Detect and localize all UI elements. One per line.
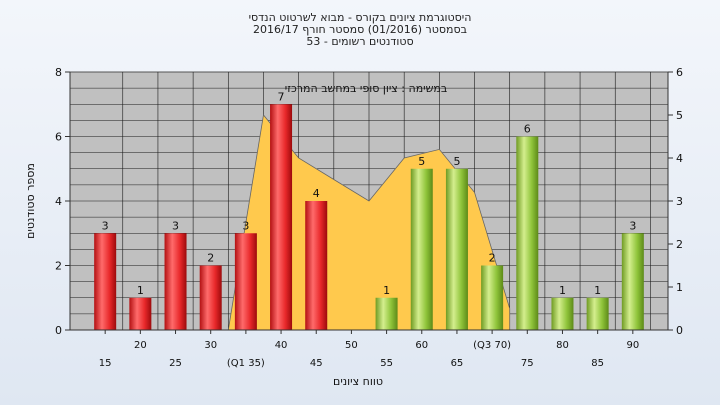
right-tick-label: 1 <box>676 281 683 294</box>
right-tick-label: 6 <box>676 66 683 79</box>
y-axis-label: מספר סטודנטים <box>24 163 37 239</box>
bars: 3 1 3 2 3 7 4 1 5 5 2 6 1 1 3 <box>94 90 644 330</box>
bar <box>551 297 574 330</box>
bar-value-label: 6 <box>524 123 531 136</box>
bar <box>270 104 293 330</box>
left-tick-label: 2 <box>55 260 62 273</box>
x-tick-label: 20 <box>134 340 147 351</box>
bar-value-label: 2 <box>207 252 214 265</box>
x-tick-label: 40 <box>275 340 288 351</box>
bar-value-label: 3 <box>629 219 636 232</box>
x-tick-label: (Q1 35) <box>227 358 265 369</box>
bar-value-label: 2 <box>489 252 496 265</box>
x-tick-label: 30 <box>204 340 217 351</box>
bar-value-label: 5 <box>418 155 425 168</box>
bar-value-label: 1 <box>559 284 566 297</box>
x-tick-label: 60 <box>415 340 428 351</box>
x-tick-label: 15 <box>99 358 112 369</box>
x-tick-label: 55 <box>380 358 393 369</box>
chart-title-line1: היסטוגרמת ציונים בקורס - מבוא לשרטוט הנד… <box>248 11 472 24</box>
bar <box>586 297 609 330</box>
bar-value-label: 3 <box>102 219 109 232</box>
bar-value-label: 1 <box>137 284 144 297</box>
bar-value-label: 3 <box>242 219 249 232</box>
x-tick-label: 65 <box>451 358 464 369</box>
x-tick-label: (Q3 70) <box>473 340 511 351</box>
bar <box>410 168 433 330</box>
bar <box>516 136 539 330</box>
x-tick-label: 90 <box>626 340 639 351</box>
left-tick-label: 4 <box>55 195 62 208</box>
bar <box>375 297 398 330</box>
x-tick-label: 85 <box>591 358 604 369</box>
right-tick-label: 2 <box>676 238 683 251</box>
right-tick-label: 0 <box>676 324 683 337</box>
right-tick-label: 3 <box>676 195 683 208</box>
x-axis-label: טווח ציונים <box>333 375 383 388</box>
bar <box>305 201 328 330</box>
bar-value-label: 1 <box>594 284 601 297</box>
bar-value-label: 3 <box>172 219 179 232</box>
x-tick-label: 75 <box>521 358 534 369</box>
bar <box>129 297 152 330</box>
bar-value-label: 7 <box>278 90 285 103</box>
bar <box>621 233 644 330</box>
bar <box>199 265 222 330</box>
right-tick-label: 4 <box>676 152 683 165</box>
x-tick-label: 80 <box>556 340 569 351</box>
x-tick-label: 25 <box>169 358 182 369</box>
left-tick-label: 6 <box>55 131 62 144</box>
left-tick-label: 8 <box>55 66 62 79</box>
chart-title-line2: בסמסטר (01/2016) סמסטר חורף 2016/17 <box>253 23 467 36</box>
right-tick-label: 5 <box>676 109 683 122</box>
bar <box>164 233 187 330</box>
bar <box>94 233 117 330</box>
bar-value-label: 1 <box>383 284 390 297</box>
x-tick-label: 50 <box>345 340 358 351</box>
bar-value-label: 4 <box>313 187 320 200</box>
bar-value-label: 5 <box>453 155 460 168</box>
bar <box>234 233 257 330</box>
left-tick-label: 0 <box>55 324 62 337</box>
chart-annotation: במשימה : ציון סופי במחשב המרכזי <box>285 82 448 95</box>
x-tick-label: 45 <box>310 358 323 369</box>
chart-title-line3: סטודנטים רשומים - 53 <box>306 35 414 48</box>
bar <box>481 265 504 330</box>
bar <box>445 168 468 330</box>
